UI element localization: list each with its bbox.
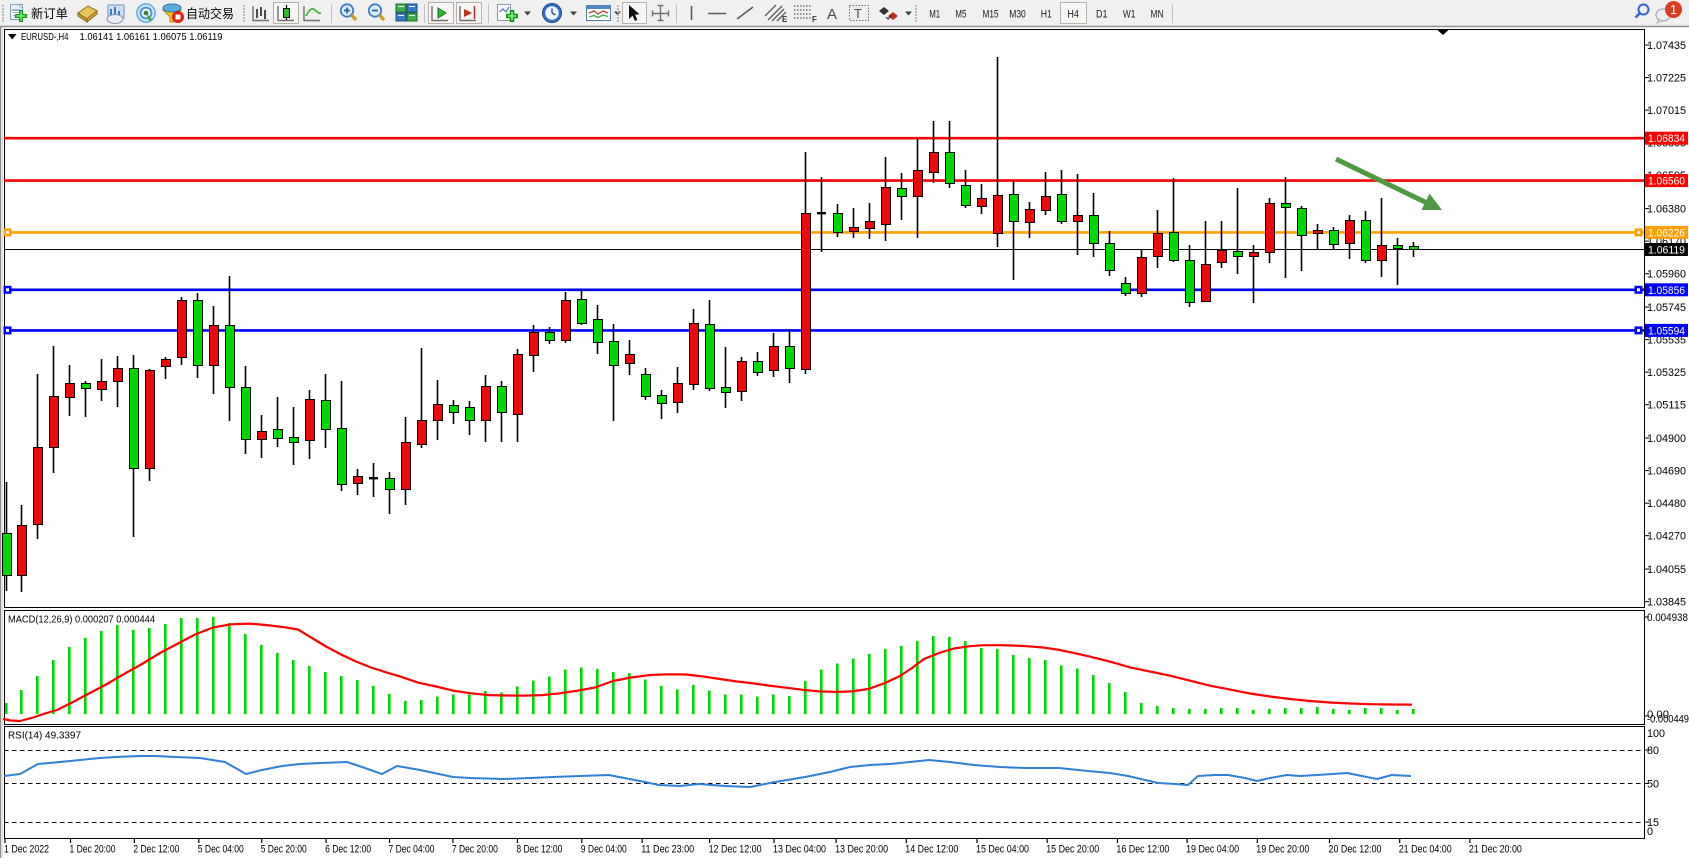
- svg-text:自动交易: 自动交易: [186, 6, 234, 21]
- svg-text:E: E: [782, 15, 788, 24]
- svg-text:1.04690: 1.04690: [1647, 466, 1686, 478]
- svg-text:1.04480: 1.04480: [1647, 498, 1686, 510]
- svg-text:M5: M5: [955, 9, 966, 21]
- svg-text:1.07435: 1.07435: [1647, 40, 1686, 52]
- svg-text:1.04055: 1.04055: [1647, 564, 1686, 576]
- svg-text:1.06141 1.06161 1.06075 1.0611: 1.06141 1.06161 1.06075 1.06119: [80, 31, 223, 43]
- svg-text:RSI(14) 49.3397: RSI(14) 49.3397: [8, 730, 81, 742]
- svg-text:19 Dec 20:00: 19 Dec 20:00: [1256, 844, 1309, 856]
- svg-text:新订单: 新订单: [31, 6, 68, 21]
- svg-text:50: 50: [1647, 779, 1659, 791]
- svg-text:1: 1: [1670, 2, 1677, 17]
- svg-text:1.04900: 1.04900: [1647, 433, 1686, 445]
- svg-text:MN: MN: [1151, 9, 1164, 21]
- svg-text:12 Dec 12:00: 12 Dec 12:00: [709, 844, 762, 856]
- svg-text:1 Dec 2022: 1 Dec 2022: [4, 844, 49, 856]
- svg-text:1.06834: 1.06834: [1648, 133, 1685, 145]
- svg-text:EURUSD-,H4: EURUSD-,H4: [21, 31, 69, 43]
- svg-text:8 Dec 12:00: 8 Dec 12:00: [516, 844, 562, 856]
- svg-text:2 Dec 12:00: 2 Dec 12:00: [133, 844, 179, 856]
- svg-text:1.06226: 1.06226: [1648, 227, 1685, 239]
- svg-text:1 Dec 20:00: 1 Dec 20:00: [70, 844, 116, 856]
- svg-text:7 Dec 20:00: 7 Dec 20:00: [452, 844, 498, 856]
- svg-text:F: F: [812, 15, 817, 24]
- svg-text:1.06119: 1.06119: [1648, 245, 1685, 257]
- svg-text:21 Dec 20:00: 21 Dec 20:00: [1469, 844, 1522, 856]
- svg-text:1.05856: 1.05856: [1648, 285, 1685, 297]
- svg-text:1.03845: 1.03845: [1647, 597, 1686, 609]
- svg-text:M30: M30: [1009, 9, 1026, 21]
- svg-text:1.05594: 1.05594: [1648, 325, 1685, 337]
- svg-text:MACD(12,26,9) 0.000207 0.00044: MACD(12,26,9) 0.000207 0.000444: [8, 614, 155, 626]
- svg-text:100: 100: [1647, 728, 1665, 740]
- svg-text:W1: W1: [1123, 9, 1136, 21]
- svg-text:0.00: 0.00: [1647, 709, 1669, 721]
- svg-text:5 Dec 20:00: 5 Dec 20:00: [261, 844, 307, 856]
- svg-text:11 Dec 23:00: 11 Dec 23:00: [641, 844, 694, 856]
- svg-text:9 Dec 04:00: 9 Dec 04:00: [581, 844, 627, 856]
- svg-text:1.06380: 1.06380: [1647, 204, 1686, 216]
- svg-text:H4: H4: [1067, 9, 1079, 21]
- svg-text:15 Dec 20:00: 15 Dec 20:00: [1046, 844, 1099, 856]
- svg-text:15 Dec 04:00: 15 Dec 04:00: [976, 844, 1029, 856]
- svg-text:16 Dec 12:00: 16 Dec 12:00: [1116, 844, 1169, 856]
- svg-text:1.05745: 1.05745: [1647, 302, 1686, 314]
- svg-text:20 Dec 12:00: 20 Dec 12:00: [1329, 844, 1382, 856]
- svg-text:H1: H1: [1041, 9, 1052, 21]
- svg-text:5 Dec 04:00: 5 Dec 04:00: [198, 844, 244, 856]
- svg-text:1.07225: 1.07225: [1647, 73, 1686, 85]
- svg-text:D1: D1: [1096, 9, 1108, 21]
- svg-text:T: T: [854, 6, 862, 21]
- svg-text:0.004938: 0.004938: [1647, 612, 1688, 624]
- svg-text:1.05325: 1.05325: [1647, 367, 1686, 379]
- svg-text:21 Dec 04:00: 21 Dec 04:00: [1399, 844, 1452, 856]
- svg-text:13 Dec 20:00: 13 Dec 20:00: [835, 844, 888, 856]
- svg-text:19 Dec 04:00: 19 Dec 04:00: [1186, 844, 1239, 856]
- svg-text:1.07015: 1.07015: [1647, 105, 1686, 117]
- svg-text:14 Dec 12:00: 14 Dec 12:00: [905, 844, 958, 856]
- svg-text:0: 0: [1647, 826, 1653, 838]
- svg-text:M15: M15: [983, 9, 999, 21]
- svg-text:13 Dec 04:00: 13 Dec 04:00: [773, 844, 826, 856]
- svg-text:A: A: [827, 6, 837, 23]
- svg-text:1.05960: 1.05960: [1647, 269, 1686, 281]
- svg-text:7 Dec 04:00: 7 Dec 04:00: [389, 844, 435, 856]
- svg-text:M1: M1: [929, 9, 940, 21]
- svg-text:1.06560: 1.06560: [1648, 176, 1685, 188]
- svg-text:15: 15: [1647, 817, 1659, 829]
- svg-text:80: 80: [1647, 745, 1659, 757]
- svg-text:1.04270: 1.04270: [1647, 531, 1686, 543]
- svg-text:1.05535: 1.05535: [1647, 335, 1686, 347]
- svg-text:-0.000449: -0.000449: [1647, 714, 1689, 726]
- svg-text:6 Dec 12:00: 6 Dec 12:00: [325, 844, 371, 856]
- svg-text:1.05115: 1.05115: [1647, 400, 1686, 412]
